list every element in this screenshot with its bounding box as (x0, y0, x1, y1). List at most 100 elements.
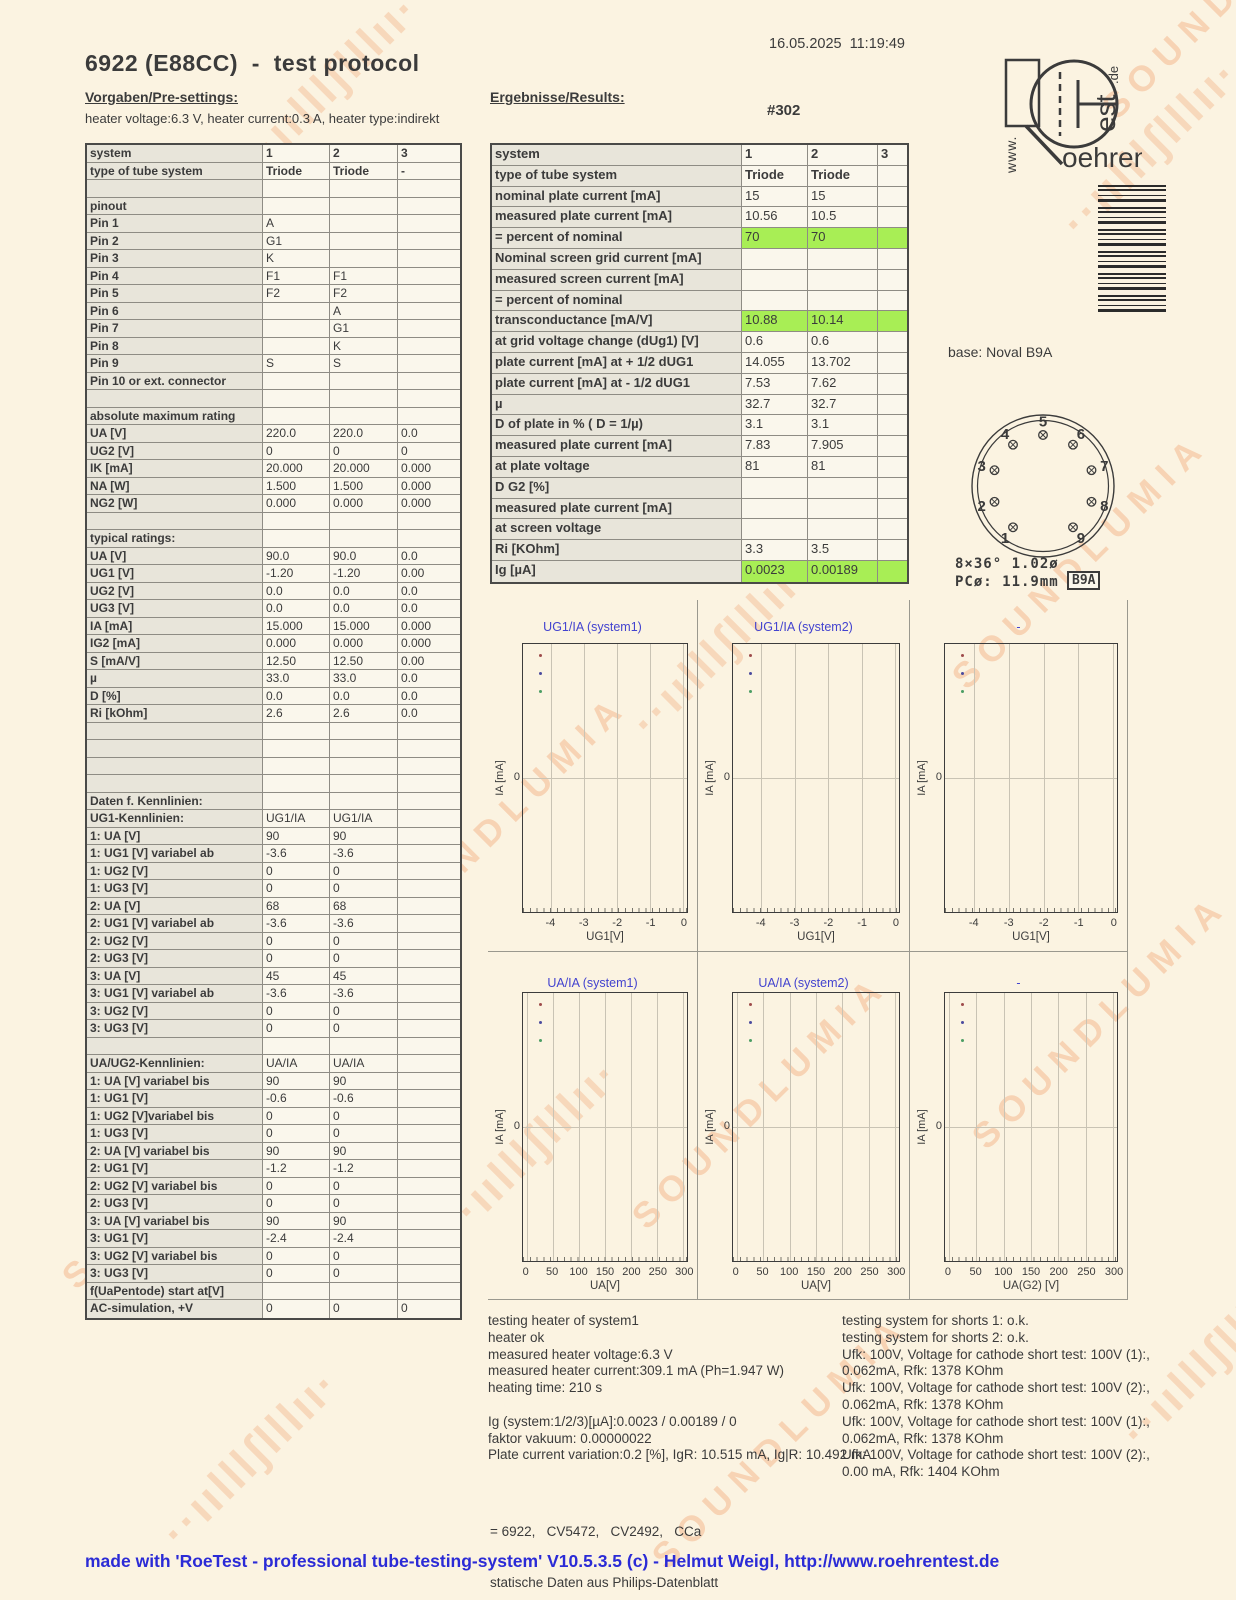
zero-gridline (523, 778, 687, 779)
row-value: 3 (881, 146, 889, 161)
note-line: Ufk: 100V, Voltage for cathode short tes… (842, 1380, 1150, 1396)
row-value: K (330, 337, 398, 354)
table-row: UA [V] 220.0 220.0 0.0 (87, 425, 460, 443)
note-line: Ufk: 100V, Voltage for cathode short tes… (842, 1346, 1150, 1362)
row-value (878, 270, 907, 290)
y-axis-label: IA [mA] (916, 1109, 928, 1145)
row-label: system (492, 145, 742, 165)
chart-title: - (1016, 620, 1021, 634)
row-value (398, 863, 460, 880)
row-value: 15 (742, 186, 808, 207)
note-line: heater ok (488, 1329, 545, 1345)
table-row: 1: UG3 [V] 0 0 (87, 1125, 460, 1143)
row-label: 2: UG2 [V] variabel bis (87, 1177, 263, 1194)
row-value: 0.0023 (742, 560, 808, 582)
table-row: Pin 4 F1 F1 (87, 267, 460, 285)
row-value: 7.53 (742, 373, 808, 394)
row-value: 15.000 (263, 617, 330, 634)
logo-text-oehren: oehren (1062, 142, 1142, 173)
x-tick-label: -1 (857, 917, 868, 929)
row-value: Triode (742, 165, 808, 186)
note-line: Ig (system:1/2/3)[µA]:0.0023 / 0.00189 /… (488, 1413, 737, 1429)
note-line: measured heater current:309.1 mA (Ph=1.9… (488, 1363, 785, 1379)
row-value (398, 1143, 460, 1160)
row-value: -1.2 (263, 1160, 330, 1177)
plot-area (732, 643, 900, 913)
table-row: measured screen current [mA] (492, 269, 907, 291)
row-value (330, 792, 398, 809)
row-label (87, 1037, 263, 1054)
row-value: 0.00 (401, 653, 425, 668)
row-value: 10.88 (742, 311, 808, 332)
row-value (878, 353, 907, 373)
note-line: testing heater of system1 (488, 1313, 639, 1328)
x-tick-label: 150 (1021, 1266, 1041, 1278)
row-value: 0 (263, 1195, 330, 1212)
row-value: 0.0 (263, 687, 330, 704)
row-value (808, 477, 878, 498)
row-value: F1 (330, 267, 398, 284)
socket-pin-number: 1 (1001, 530, 1009, 547)
row-value (398, 530, 460, 547)
table-row: 2: UA [V] variabel bis 90 90 (87, 1142, 460, 1160)
row-value (263, 512, 330, 529)
row-value: -0.6 (330, 1090, 398, 1107)
table-row (87, 775, 460, 793)
legend-marker (539, 672, 542, 675)
chart-title: UA/IA (system2) (758, 976, 849, 990)
row-label: Ri [kOhm] (87, 705, 263, 722)
x-tick-label: 0 (944, 1266, 951, 1278)
base-code-badge: B9A (1067, 571, 1101, 590)
legend-marker (539, 1003, 542, 1006)
row-value: 0.0 (401, 671, 418, 685)
presettings-table: system 1 2 3 type of tube system Triode Triode… (85, 143, 462, 1320)
row-value: 15 (808, 186, 878, 207)
footer-credit: made with 'RoeTest - professional tube-t… (85, 1551, 1000, 1571)
logo-text-est: est (1090, 94, 1121, 132)
table-row: UG3 [V] 0.0 0.0 0.0 (87, 600, 460, 618)
table-row: D of plate in % ( D = 1/µ) 3.1 3.1 (492, 415, 907, 437)
legend-marker (961, 1039, 964, 1042)
note-line: measured heater voltage:6.3 V (488, 1346, 673, 1362)
x-axis-label: UA[V] (589, 1280, 621, 1292)
row-value (878, 332, 907, 352)
row-value (398, 793, 460, 810)
row-value: -3.6 (330, 845, 398, 862)
logo-r-stem (1004, 58, 1041, 128)
note-line: 0.062mA, Rfk: 1378 KOhm (842, 1430, 1004, 1446)
page-title: 6922 (E88CC) - test protocol (85, 50, 420, 76)
row-value: 1 (742, 145, 808, 165)
x-tick-label: -3 (1003, 917, 1014, 929)
row-value (398, 338, 460, 355)
row-value: 90 (330, 1212, 398, 1229)
row-value (878, 499, 907, 519)
equivalent-types-line: = 6922, CV5472, CV2492, CCa (490, 1524, 702, 1539)
row-value: 81 (742, 456, 808, 477)
table-row: IG2 [mA] 0.000 0.000 0.000 (87, 635, 460, 653)
row-value: A (330, 302, 398, 319)
table-row: IA [mA] 15.000 15.000 0.000 (87, 617, 460, 635)
row-value: 0 (263, 1300, 330, 1318)
tube-serial-number: #302 (767, 102, 801, 119)
table-row: 1: UG2 [V] 0 0 (87, 862, 460, 880)
row-value (398, 968, 460, 985)
row-value (398, 985, 460, 1002)
row-value: 90 (263, 1072, 330, 1089)
x-tick-label: -3 (789, 917, 800, 929)
table-row: 1: UG2 [V]variabel bis 0 0 (87, 1107, 460, 1125)
table-row: S [mA/V] 12.50 12.50 0.00 (87, 652, 460, 670)
row-value: 1.500 (330, 477, 398, 494)
y-axis-label: IA [mA] (916, 760, 928, 796)
table-row: UA [V] 90.0 90.0 0.0 (87, 547, 460, 565)
data-source-line: statische Daten aus Philips-Datenblatt (490, 1575, 719, 1590)
row-value (878, 540, 907, 560)
results-table: system 1 2 3 type of tube system Triode Triode… (490, 143, 909, 584)
table-row: 2: UG2 [V] 0 0 (87, 932, 460, 950)
table-row: 2: UA [V] 68 68 (87, 897, 460, 915)
table-row: = percent of nominal 70 70 (492, 228, 907, 249)
row-value: -1.20 (263, 565, 330, 582)
axis-minor-ticks (945, 908, 1117, 912)
row-label: nominal plate current [mA] (492, 186, 742, 207)
row-value (398, 1213, 460, 1230)
